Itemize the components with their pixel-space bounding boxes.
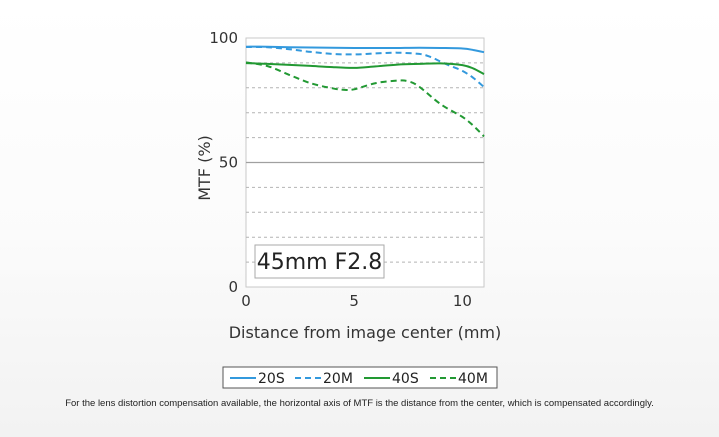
y-axis-title: MTF (%) bbox=[195, 135, 214, 201]
series-line-40m bbox=[245, 61, 485, 138]
legend-label-20s: 20S bbox=[258, 371, 285, 387]
series-line-20s bbox=[245, 45, 485, 54]
legend-label-40s: 40S bbox=[392, 371, 419, 387]
y-tick-label-50: 50 bbox=[219, 154, 238, 172]
x-tick-labels: 0 5 10 bbox=[241, 292, 472, 310]
legend-box bbox=[222, 366, 498, 389]
legend-label-20m: 20M bbox=[323, 371, 353, 387]
series-line-40s bbox=[245, 62, 485, 75]
annotation-label: 45mm F2.8 bbox=[257, 250, 383, 275]
x-tick-label-0: 0 bbox=[241, 292, 251, 310]
x-axis-title: Distance from image center (mm) bbox=[229, 323, 502, 342]
x-tick-label-5: 5 bbox=[349, 292, 359, 310]
x-tick-label-10: 10 bbox=[453, 292, 472, 310]
y-tick-label-0: 0 bbox=[228, 278, 238, 296]
annotation-box bbox=[254, 244, 385, 279]
series-lines bbox=[245, 45, 485, 138]
legend: 20S 20M 40S 40M bbox=[230, 371, 488, 387]
series-line-20m bbox=[245, 45, 485, 88]
footnote: For the lens distortion compensation ava… bbox=[65, 398, 654, 409]
legend-label-40m: 40M bbox=[458, 371, 488, 387]
y-tick-labels: 0 50 100 bbox=[209, 29, 238, 296]
y-tick-label-100: 100 bbox=[209, 29, 238, 47]
